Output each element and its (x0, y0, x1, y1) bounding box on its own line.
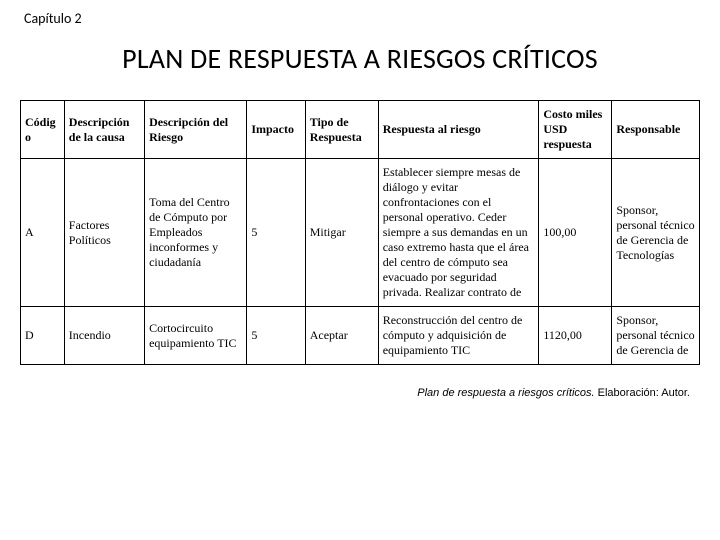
cell-responsable: Sponsor, personal técnico de Gerencia de (612, 307, 700, 365)
col-header-respuesta: Respuesta al riesgo (378, 101, 539, 159)
cell-impacto: 5 (247, 159, 305, 307)
chapter-label: Capítulo 2 (0, 0, 720, 27)
col-header-tipo: Tipo de Respuesta (305, 101, 378, 159)
col-header-costo: Costo miles USD respuesta (539, 101, 612, 159)
cell-codigo: A (21, 159, 65, 307)
table-row: A Factores Políticos Toma del Centro de … (21, 159, 700, 307)
col-header-responsable: Responsable (612, 101, 700, 159)
cell-causa: Incendio (64, 307, 144, 365)
cell-respuesta: Establecer siempre mesas de diálogo y ev… (378, 159, 539, 307)
cell-codigo: D (21, 307, 65, 365)
risk-table: Código Descripción de la causa Descripci… (20, 100, 700, 365)
cell-impacto: 5 (247, 307, 305, 365)
table-wrapper: Código Descripción de la causa Descripci… (0, 100, 720, 365)
cell-costo: 100,00 (539, 159, 612, 307)
col-header-riesgo: Descripción del Riesgo (145, 101, 247, 159)
table-row: D Incendio Cortocircuito equipamiento TI… (21, 307, 700, 365)
cell-responsable: Sponsor, personal técnico de Gerencia de… (612, 159, 700, 307)
page-title: PLAN DE RESPUESTA A RIESGOS CRÍTICOS (0, 41, 720, 76)
table-header-row: Código Descripción de la causa Descripci… (21, 101, 700, 159)
cell-tipo: Mitigar (305, 159, 378, 307)
col-header-codigo: Código (21, 101, 65, 159)
cell-riesgo: Cortocircuito equipamiento TIC (145, 307, 247, 365)
cell-tipo: Aceptar (305, 307, 378, 365)
caption-italic: Plan de respuesta a riesgos críticos. (417, 387, 594, 399)
cell-causa: Factores Políticos (64, 159, 144, 307)
cell-riesgo: Toma del Centro de Cómputo por Empleados… (145, 159, 247, 307)
col-header-impacto: Impacto (247, 101, 305, 159)
cell-respuesta: Reconstrucción del centro de cómputo y a… (378, 307, 539, 365)
caption: Plan de respuesta a riesgos críticos. El… (0, 387, 690, 399)
cell-costo: 1120,00 (539, 307, 612, 365)
col-header-causa: Descripción de la causa (64, 101, 144, 159)
caption-plain: Elaboración: Autor. (595, 387, 690, 399)
